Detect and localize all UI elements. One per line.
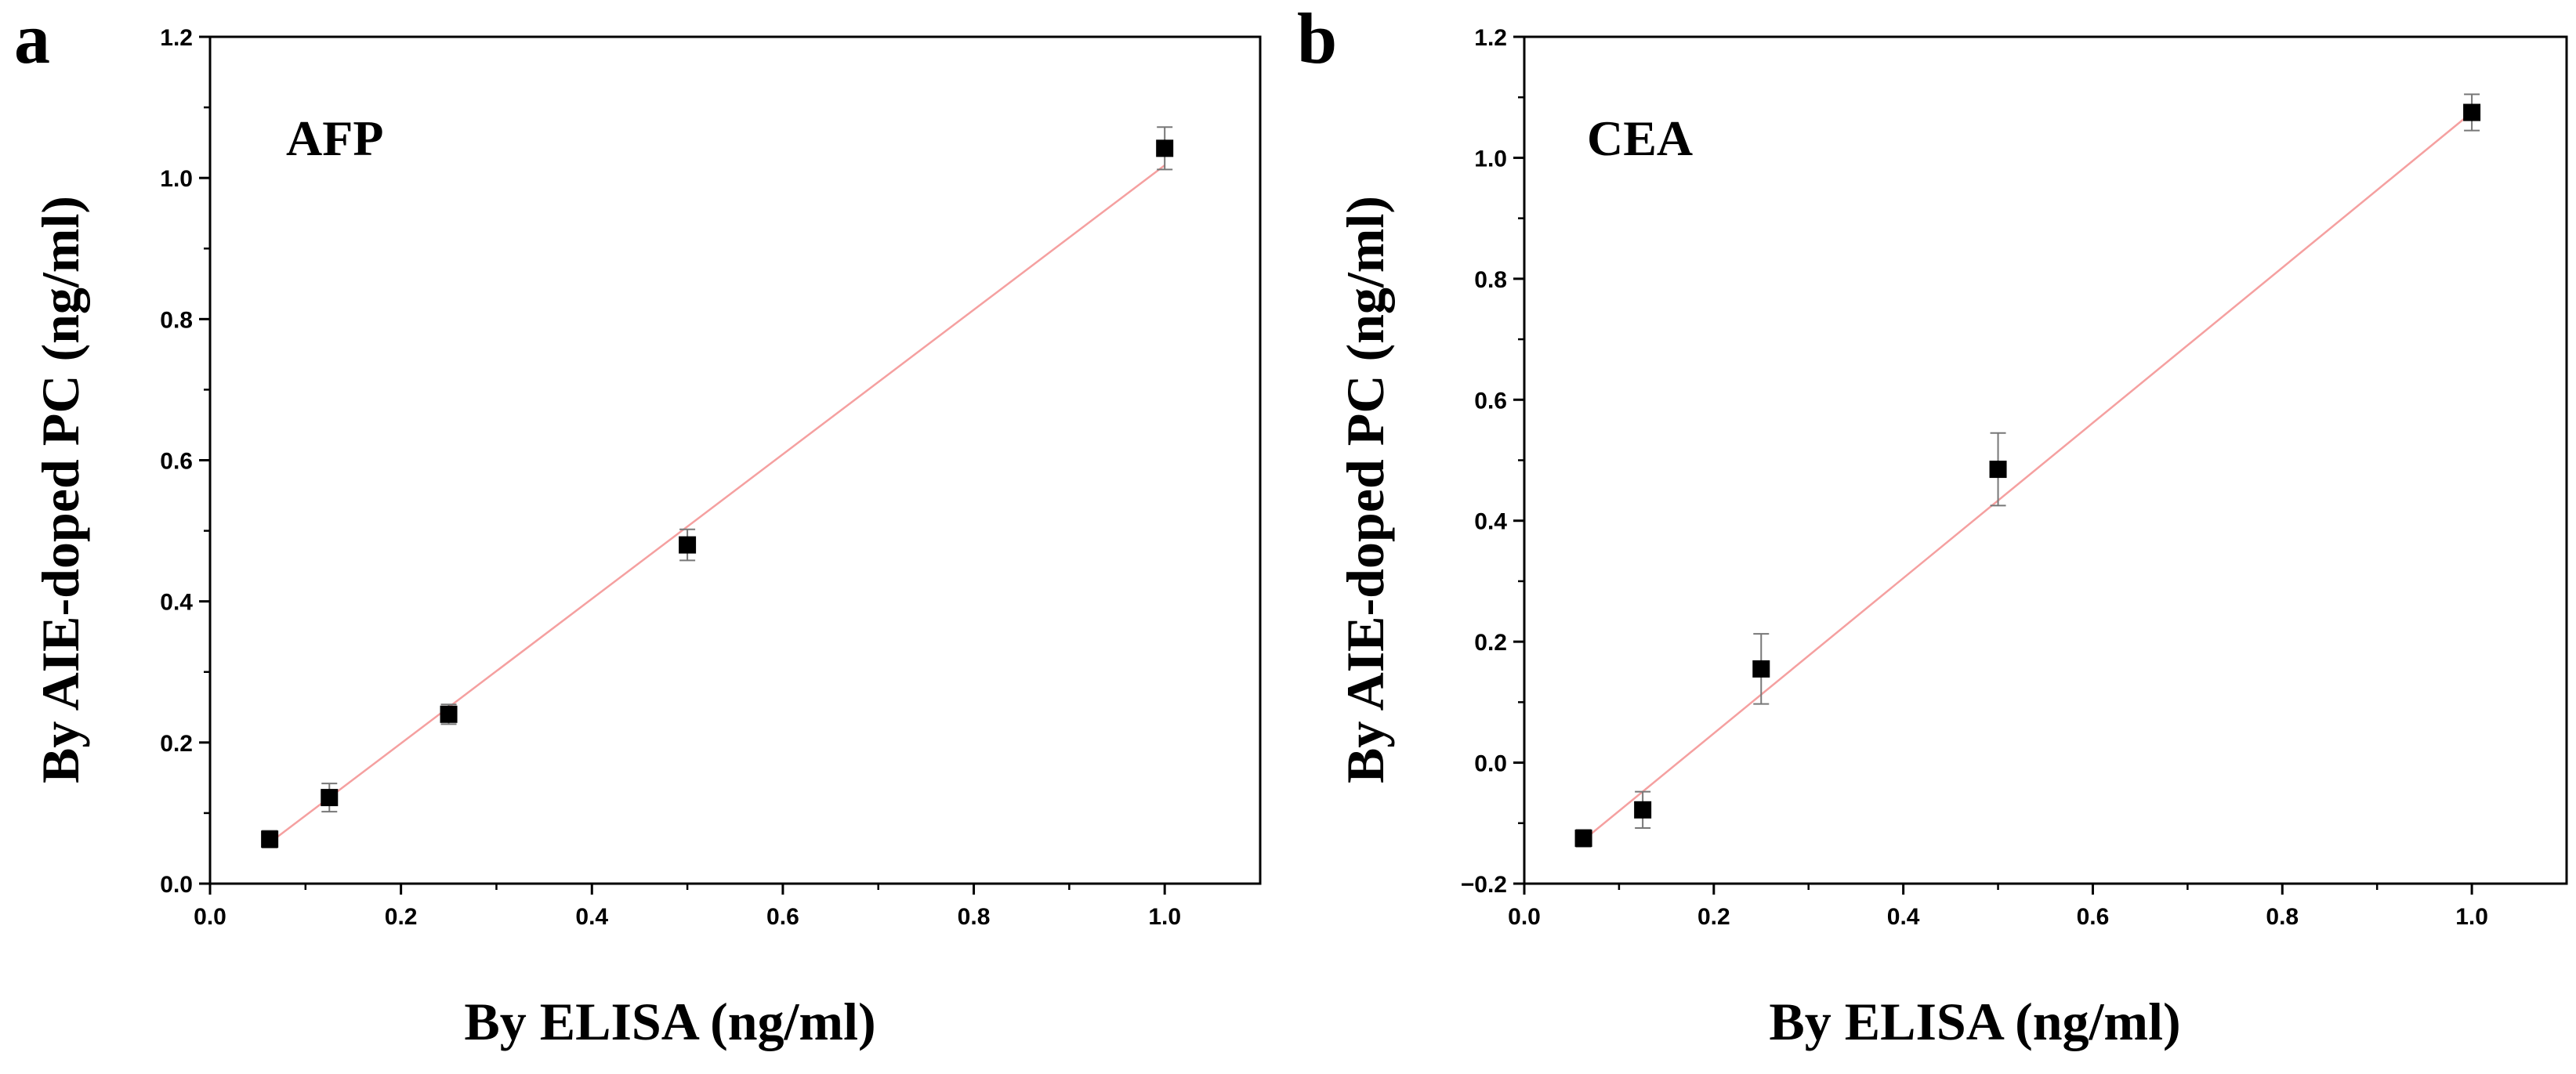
panel-b-y-tick-label: 0.4 [1474, 509, 1507, 535]
panel-a-y-axis-title: By AIE-doped PC (ng/ml) [31, 196, 90, 783]
panel-a-y-tick-label: 1.2 [160, 25, 193, 51]
panel-a-letter: a [14, 0, 50, 78]
panel-b-data-point [1989, 461, 2007, 479]
panel-a-chart: a AFP By ELISA (ng/ml) By AIE-doped PC (… [14, 0, 1262, 1051]
panel-a-y-tick-label: 0.4 [160, 590, 193, 616]
panel-a-x-tick-label: 0.4 [575, 904, 608, 930]
panel-b-chart: b CEA By ELISA (ng/ml) By AIE-doped PC (… [1297, 0, 2568, 1051]
panel-b-y-tick-label: 1.0 [1474, 146, 1507, 172]
panel-b-y-tick-label: 0.8 [1474, 267, 1507, 293]
panel-b-data-point [1574, 830, 1592, 848]
panel-a-data-point [1156, 139, 1174, 157]
panel-b-x-tick-label: 0.2 [1697, 904, 1730, 930]
panel-a-data-point [321, 789, 339, 807]
panel-b-data-point [1752, 660, 1770, 678]
panel-b-x-tick-label: 0.6 [2077, 904, 2110, 930]
panel-b-y-tick-label: 0.2 [1474, 630, 1507, 656]
panel-a-y-tick-label: 1.0 [160, 166, 193, 192]
panel-b-y-tick-label: 1.2 [1474, 25, 1507, 51]
panel-a-x-axis-title: By ELISA (ng/ml) [464, 992, 875, 1051]
panel-b-y-tick-label: −0.2 [1461, 872, 1507, 898]
panel-b-y-tick-label: 0.6 [1474, 388, 1507, 414]
panel-a-inset-label: AFP [286, 110, 383, 166]
panel-b-x-tick-label: 0.0 [1508, 904, 1541, 930]
panel-a-data-point [261, 830, 279, 848]
panel-b-x-tick-label: 0.8 [2266, 904, 2299, 930]
panel-a-y-tick-label: 0.0 [160, 872, 193, 898]
panel-a-x-tick-label: 1.0 [1148, 904, 1181, 930]
panel-a-y-tick-label: 0.2 [160, 731, 193, 757]
panel-a-y-tick-label: 0.6 [160, 449, 193, 475]
panel-b-fit-line [1582, 111, 2473, 841]
panel-a-data-point [440, 705, 458, 723]
panel-a-fit-line [269, 164, 1165, 844]
panel-b-inset-label: CEA [1587, 110, 1693, 166]
panel-a-y-tick-label: 0.8 [160, 307, 193, 333]
panel-b-letter: b [1297, 0, 1337, 78]
panel-b-data-point [1634, 801, 1652, 819]
panel-a-x-tick-label: 0.0 [194, 904, 226, 930]
panel-b-x-tick-label: 0.4 [1887, 904, 1920, 930]
panel-a-x-tick-label: 0.2 [385, 904, 418, 930]
panel-b-y-axis-title: By AIE-doped PC (ng/ml) [1335, 196, 1395, 783]
panel-a-x-tick-label: 0.6 [766, 904, 799, 930]
panel-b-x-axis-title: By ELISA (ng/ml) [1769, 992, 2180, 1051]
panel-b-y-tick-label: 0.0 [1474, 751, 1507, 777]
panel-a-data-point [679, 536, 697, 554]
panel-b-data-point [2463, 103, 2481, 121]
panel-a-x-tick-label: 0.8 [958, 904, 991, 930]
panel-b-x-tick-label: 1.0 [2455, 904, 2488, 930]
